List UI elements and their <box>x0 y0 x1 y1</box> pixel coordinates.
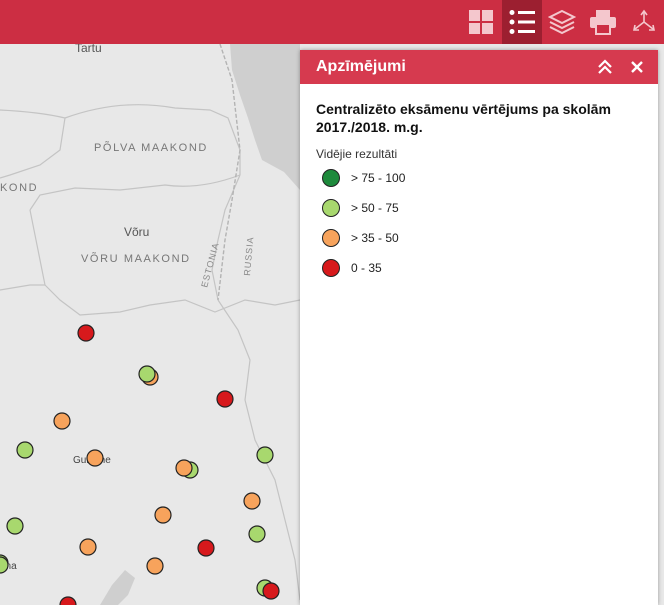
legend-swatch <box>322 259 340 277</box>
school-point[interactable] <box>197 539 215 557</box>
map-label-fragment: ena <box>0 561 17 572</box>
toolbar <box>0 0 664 44</box>
lake-shape-small <box>100 570 135 605</box>
layers-button[interactable] <box>542 0 582 44</box>
printer-icon <box>590 10 616 35</box>
legend-panel-header: Apzīmējumi <box>300 50 658 84</box>
county-borders <box>0 104 301 601</box>
lake-shape <box>230 44 300 190</box>
school-point[interactable] <box>138 365 156 383</box>
collapse-button[interactable] <box>594 56 616 78</box>
school-point[interactable] <box>243 492 261 510</box>
legend-item: > 75 - 100 <box>322 168 622 188</box>
map-label-tartu: Tartu <box>75 41 102 55</box>
school-point[interactable] <box>59 596 77 605</box>
chevron-double-up-icon <box>598 59 612 74</box>
school-point[interactable] <box>154 506 172 524</box>
school-point[interactable] <box>0 556 9 574</box>
map-label-voru-county: VÕRU MAAKOND <box>81 252 191 265</box>
legend-item-label: > 50 - 75 <box>351 201 399 215</box>
country-border <box>217 43 241 301</box>
legend-layer-title: Centralizēto eksāmenu vērtējums pa skolā… <box>316 101 611 135</box>
school-point[interactable] <box>16 441 34 459</box>
school-point[interactable] <box>175 459 193 477</box>
legend-item-label: > 35 - 50 <box>351 231 399 245</box>
legend-swatch <box>322 229 340 247</box>
school-point[interactable] <box>248 525 266 543</box>
school-point[interactable] <box>53 412 71 430</box>
grid-icon <box>469 10 493 34</box>
basemap-gallery-button[interactable] <box>461 0 501 44</box>
school-point[interactable] <box>6 517 24 535</box>
map-label-russia: RUSSIA <box>242 236 255 276</box>
share-button[interactable] <box>624 0 664 44</box>
list-icon <box>509 10 535 34</box>
legend-swatch <box>322 199 340 217</box>
legend-button[interactable] <box>502 0 542 44</box>
legend-item: > 50 - 75 <box>322 198 622 218</box>
legend-field-label: Vidējie rezultāti <box>316 147 398 161</box>
layers-icon <box>548 9 576 35</box>
map-label-county-fragment: KOND <box>0 182 38 194</box>
school-point[interactable] <box>86 449 104 467</box>
school-point[interactable] <box>146 557 164 575</box>
legend-item: 0 - 35 <box>322 258 622 278</box>
close-icon <box>631 61 643 73</box>
legend-item-label: > 75 - 100 <box>351 171 406 185</box>
close-button[interactable] <box>626 56 648 78</box>
school-point[interactable] <box>262 582 280 600</box>
legend-panel: Apzīmējumi Centralizēto eksāmenu vērtēju… <box>300 50 658 605</box>
school-point[interactable] <box>79 538 97 556</box>
print-button[interactable] <box>583 0 623 44</box>
legend-item-label: 0 - 35 <box>351 261 382 275</box>
share-icon <box>633 9 655 31</box>
map-label-polva-county: PÕLVA MAAKOND <box>94 141 208 154</box>
panel-title: Apzīmējumi <box>316 58 406 75</box>
school-point[interactable] <box>77 324 95 342</box>
map-label-voru: Võru <box>124 225 149 239</box>
legend-swatch <box>322 169 340 187</box>
school-point[interactable] <box>256 446 274 464</box>
legend-item: > 35 - 50 <box>322 228 622 248</box>
school-points <box>0 324 280 605</box>
school-point[interactable] <box>216 390 234 408</box>
